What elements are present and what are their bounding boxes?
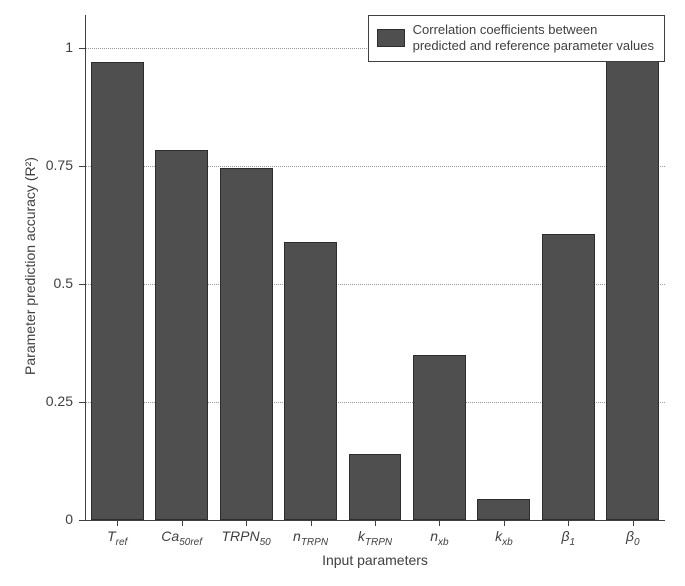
x-tick-label: Tref <box>85 528 149 548</box>
bar <box>91 62 144 520</box>
bar <box>477 499 530 520</box>
bar <box>542 234 595 520</box>
legend-text: Correlation coefficients between predict… <box>413 22 654 55</box>
y-axis-label: Parameter prediction accuracy (R²) <box>22 106 38 426</box>
y-tick-label: 1 <box>0 39 73 55</box>
bar <box>606 57 659 520</box>
y-tick-label: 0.5 <box>0 275 73 291</box>
x-tick-label: kTRPN <box>343 528 407 548</box>
x-tick-label: β1 <box>536 528 600 548</box>
y-tick-label: 0 <box>0 511 73 527</box>
bar <box>284 242 337 520</box>
bar <box>349 454 402 520</box>
y-tick-label: 0.75 <box>0 157 73 173</box>
x-tick-label: kxb <box>472 528 536 548</box>
y-axis <box>85 15 86 520</box>
x-tick-label: TRPN50 <box>214 528 278 548</box>
legend-line1: Correlation coefficients between <box>413 22 598 37</box>
x-tick-label: nxb <box>407 528 471 548</box>
x-axis-label: Input parameters <box>85 552 665 568</box>
x-axis <box>85 520 665 521</box>
legend-line2: predicted and reference parameter values <box>413 38 654 53</box>
legend-row: Correlation coefficients between predict… <box>377 22 654 55</box>
x-tick-label: nTRPN <box>278 528 342 548</box>
bar <box>155 150 208 520</box>
x-tick-label: Ca50ref <box>149 528 213 548</box>
x-tick-label: β0 <box>601 528 665 548</box>
chart-container: Parameter prediction accuracy (R²) Input… <box>0 0 685 586</box>
legend: Correlation coefficients between predict… <box>368 15 665 62</box>
bar <box>413 355 466 520</box>
y-tick-label: 0.25 <box>0 393 73 409</box>
bar <box>220 168 273 520</box>
legend-swatch <box>377 29 405 47</box>
